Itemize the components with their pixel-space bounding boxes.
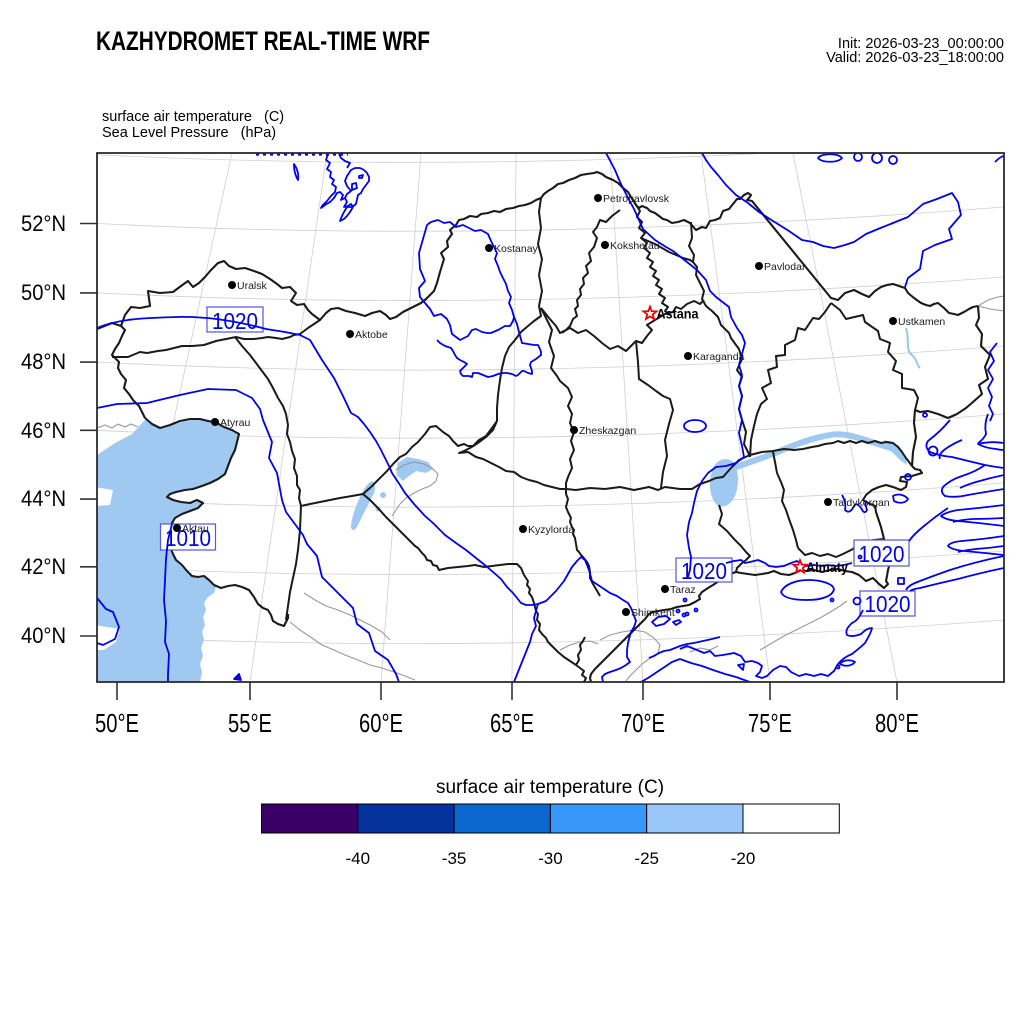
svg-text:Astana: Astana xyxy=(657,306,699,322)
svg-text:Uralsk: Uralsk xyxy=(237,280,268,292)
svg-text:44°N: 44°N xyxy=(21,486,66,511)
svg-text:40°N: 40°N xyxy=(21,623,66,648)
svg-text:Atyrau: Atyrau xyxy=(220,417,251,429)
svg-text:surface air temperature (C): surface air temperature (C) xyxy=(436,777,664,798)
svg-text:70°E: 70°E xyxy=(621,708,665,738)
svg-text:75°E: 75°E xyxy=(748,708,792,738)
svg-text:Taraz: Taraz xyxy=(670,584,696,596)
svg-text:48°N: 48°N xyxy=(21,349,66,374)
svg-text:-25: -25 xyxy=(634,849,659,868)
svg-text:Kostanay: Kostanay xyxy=(494,243,539,255)
svg-text:1020: 1020 xyxy=(865,591,911,617)
svg-text:-30: -30 xyxy=(538,849,563,868)
svg-text:42°N: 42°N xyxy=(21,554,66,579)
svg-text:52°N: 52°N xyxy=(21,211,66,236)
svg-text:1020: 1020 xyxy=(859,541,905,567)
svg-text:surface air temperature (C): surface air temperature (C) xyxy=(102,109,284,125)
svg-text:Pavlodar: Pavlodar xyxy=(764,261,806,273)
svg-text:65°E: 65°E xyxy=(490,708,534,738)
svg-text:Taldykorgan: Taldykorgan xyxy=(833,497,890,509)
svg-text:-20: -20 xyxy=(731,849,756,868)
svg-text:Shimkent: Shimkent xyxy=(631,607,675,619)
svg-text:Karaganda: Karaganda xyxy=(693,351,745,363)
svg-text:Kokshetau: Kokshetau xyxy=(610,240,660,252)
svg-text:Sea Level Pressure (hPa): Sea Level Pressure (hPa) xyxy=(102,125,276,141)
svg-text:50°N: 50°N xyxy=(21,280,66,305)
svg-text:1010: 1010 xyxy=(165,525,211,551)
svg-text:Zheskazgan: Zheskazgan xyxy=(579,425,636,437)
svg-text:55°E: 55°E xyxy=(228,708,272,738)
svg-text:50°E: 50°E xyxy=(95,708,139,738)
svg-text:Init: 2026-03-23_00:00:00: Init: 2026-03-23_00:00:00 xyxy=(838,36,1004,52)
svg-text:1020: 1020 xyxy=(681,558,727,584)
svg-text:-40: -40 xyxy=(346,849,371,868)
svg-text:Aktobe: Aktobe xyxy=(355,329,388,341)
svg-text:Petropavlovsk: Petropavlovsk xyxy=(603,193,670,205)
svg-text:1020: 1020 xyxy=(212,308,258,334)
svg-text:46°N: 46°N xyxy=(21,418,66,443)
svg-text:Almaty: Almaty xyxy=(806,559,848,575)
svg-text:-35: -35 xyxy=(442,849,467,868)
svg-text:KAZHYDROMET REAL-TIME WRF: KAZHYDROMET REAL-TIME WRF xyxy=(96,26,430,56)
svg-text:60°E: 60°E xyxy=(359,708,403,738)
svg-text:Kyzylorda: Kyzylorda xyxy=(528,524,574,536)
svg-text:Ustkamen: Ustkamen xyxy=(898,316,945,328)
svg-text:Aktau: Aktau xyxy=(182,523,209,535)
svg-text:80°E: 80°E xyxy=(875,708,919,738)
svg-text:Valid: 2026-03-23_18:00:00: Valid: 2026-03-23_18:00:00 xyxy=(826,50,1004,66)
